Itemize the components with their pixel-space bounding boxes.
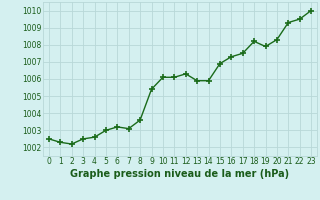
X-axis label: Graphe pression niveau de la mer (hPa): Graphe pression niveau de la mer (hPa): [70, 169, 290, 179]
